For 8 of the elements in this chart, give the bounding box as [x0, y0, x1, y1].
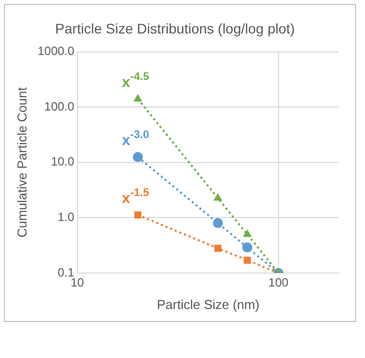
y-tick-label: 1.0 — [58, 210, 75, 224]
y-tick-label: 1000.0 — [38, 44, 75, 58]
y-tick-label: 100.0 — [44, 99, 75, 114]
y-tick-label: 10.0 — [50, 154, 75, 169]
y-axis-title: Cumulative Particle Count — [14, 86, 30, 238]
chart-title: Particle Size Distributions (log/log plot) — [55, 20, 295, 36]
x-tick-label: 100 — [268, 276, 289, 290]
x-axis-title: Particle Size (nm) — [156, 296, 260, 312]
